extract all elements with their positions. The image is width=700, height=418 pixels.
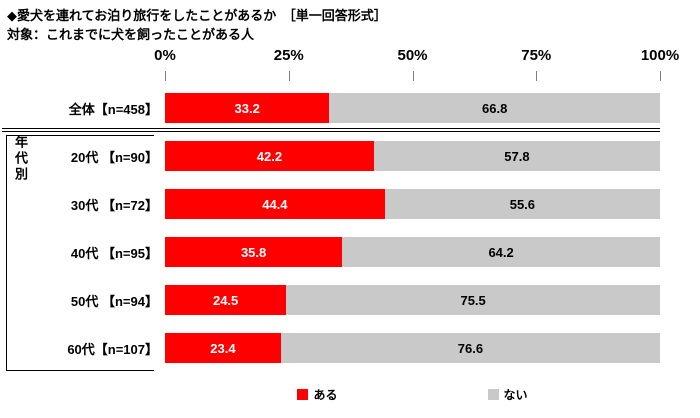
row-label: 30代 【n=72】 [70, 197, 158, 213]
bar-track: 35.8 64.2 [165, 237, 660, 267]
bar-value: 64.2 [488, 244, 514, 260]
legend-label: ある [313, 388, 338, 402]
bar-track: 44.4 55.6 [165, 189, 660, 219]
bar-value: 75.5 [460, 292, 486, 308]
x-axis-tick-label: 25% [273, 47, 304, 64]
row-label: 20代 【n=90】 [70, 149, 158, 165]
bar-value: 76.6 [457, 340, 484, 356]
x-axis-tickmarks [165, 71, 661, 82]
bar-segment-ある: 24.5 [165, 285, 287, 315]
chart-title: ◆愛犬を連れてお泊り旅行をしたことがあるか ［単一回答形式］ [7, 8, 387, 23]
x-axis-tick-label: 0% [154, 47, 176, 64]
legend-item: ある [297, 386, 338, 403]
legend-swatch-icon [487, 389, 499, 400]
bar-value: 44.4 [262, 196, 288, 212]
chart-row: 40代 【n=95】 35.8 64.2 [0, 228, 660, 276]
x-axis-tick-mark [660, 71, 661, 81]
bar-value: 23.4 [210, 340, 236, 356]
bar-segment-ない: 75.5 [286, 285, 660, 315]
x-axis-tick-label: 100% [640, 47, 680, 64]
row-label: 全体【n=458】 [68, 101, 158, 117]
bar-segment-ない: 55.6 [384, 189, 660, 219]
chart-row: 50代 【n=94】 24.5 75.5 [0, 276, 660, 324]
age-group-bracket [6, 135, 154, 371]
bar-segment-ある: 33.2 [165, 93, 330, 123]
chart-rows: 全体【n=458】 33.2 66.8 20代 【n=90】 42.2 57.8 30代 【… [0, 84, 660, 372]
bar-segment-ある: 35.8 [165, 237, 343, 267]
chart-subtitle: 対象：これまでに犬を飼ったことがある人 [7, 27, 255, 42]
bar-segment-ない: 64.2 [342, 237, 660, 267]
chart-row: 20代 【n=90】 42.2 57.8 [0, 132, 660, 180]
x-axis-tick-mark [288, 71, 290, 81]
bar-value: 33.2 [234, 100, 260, 116]
x-axis-tick-mark [536, 71, 538, 81]
bar-segment-ある: 44.4 [165, 189, 385, 219]
row-label: 40代 【n=95】 [70, 245, 158, 261]
bar-segment-ある: 42.2 [165, 141, 374, 171]
age-group-label: 年代別 [13, 135, 28, 183]
bar-value: 55.6 [509, 196, 536, 212]
legend-swatch-icon [297, 389, 309, 400]
bar-value: 35.8 [240, 244, 267, 260]
x-axis: 0% 25% 50% 75% 100% [154, 47, 679, 69]
bar-value: 42.2 [256, 148, 283, 164]
bar-segment-ない: 66.8 [329, 93, 660, 123]
chart-row: 全体【n=458】 33.2 66.8 [0, 84, 660, 132]
bar-track: 33.2 66.8 [165, 93, 660, 123]
x-axis-tick-mark [165, 71, 166, 81]
bar-track: 23.4 76.6 [165, 333, 660, 363]
bar-segment-ない: 76.6 [280, 333, 660, 363]
bar-value: 24.5 [212, 292, 239, 308]
row-label: 50代 【n=94】 [70, 293, 158, 309]
bar-track: 42.2 57.8 [165, 141, 660, 171]
chart-row: 30代 【n=72】 44.4 55.6 [0, 180, 660, 228]
legend-label: ない [503, 388, 528, 402]
chart-row: 60代【n=107】 23.4 76.6 [0, 324, 660, 372]
bar-value: 57.8 [504, 148, 530, 164]
bar-segment-ない: 57.8 [373, 141, 660, 171]
x-axis-tick-mark [412, 71, 414, 81]
x-axis-tick-label: 75% [521, 47, 552, 64]
total-separator-line [2, 128, 660, 132]
x-axis-tick-label: 50% [397, 47, 428, 64]
legend: ある ない [165, 386, 660, 403]
bar-value: 66.8 [482, 100, 508, 116]
row-label: 60代【n=107】 [67, 341, 158, 357]
bar-segment-ある: 23.4 [165, 333, 281, 363]
bar-track: 24.5 75.5 [165, 285, 660, 315]
legend-item: ない [487, 386, 528, 403]
